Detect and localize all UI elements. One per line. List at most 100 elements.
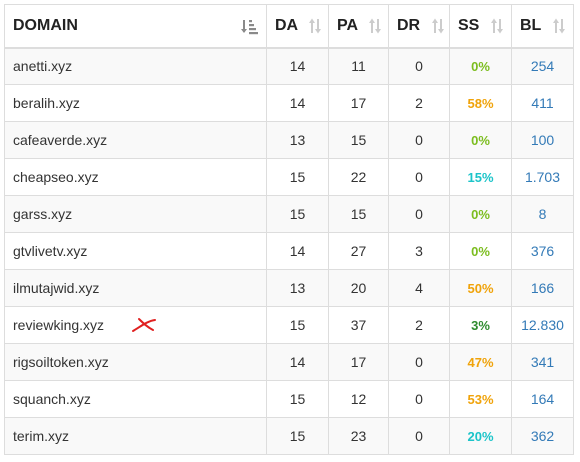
ss-cell: 53%	[449, 380, 512, 418]
ss-cell: 47%	[449, 343, 512, 381]
pa-cell: 12	[328, 380, 389, 418]
ss-cell: 50%	[449, 269, 512, 307]
dr-cell: 0	[388, 47, 450, 85]
backlinks-cell[interactable]: 1.703	[511, 158, 574, 196]
column-header-domain-label: DOMAIN	[13, 16, 78, 34]
dr-cell: 0	[388, 380, 450, 418]
sort-amount-down-icon[interactable]	[240, 18, 258, 36]
table-row[interactable]: squanch.xyz 15 12 0 53% 164	[4, 380, 574, 418]
domain-cell: squanch.xyz	[4, 380, 267, 418]
column-header-dr-label: DR	[397, 16, 421, 34]
backlinks-cell[interactable]: 254	[511, 47, 574, 85]
column-header-bl[interactable]: BL	[511, 4, 574, 49]
column-header-pa[interactable]: PA	[328, 4, 389, 49]
column-header-dr[interactable]: DR	[388, 4, 450, 49]
column-header-da-label: DA	[275, 16, 298, 34]
da-cell: 15	[266, 306, 329, 344]
pa-cell: 23	[328, 417, 389, 455]
backlinks-cell[interactable]: 411	[511, 84, 574, 122]
table-row[interactable]: ilmutajwid.xyz 13 20 4 50% 166	[4, 269, 574, 307]
pa-cell: 22	[328, 158, 389, 196]
ss-cell: 0%	[449, 47, 512, 85]
da-cell: 13	[266, 121, 329, 159]
pa-cell: 37	[328, 306, 389, 344]
column-header-ss[interactable]: SS	[449, 4, 512, 49]
header-row: DOMAIN DA	[4, 4, 574, 49]
table-body: anetti.xyz 14 11 0 0% 254 beralih.xyz 14 17 2 58% 4…	[4, 47, 574, 455]
column-header-ss-label: SS	[458, 16, 480, 34]
ss-cell: 0%	[449, 195, 512, 233]
pa-cell: 17	[328, 84, 389, 122]
pa-cell: 27	[328, 232, 389, 270]
table-row[interactable]: reviewking.xyz 15 37 2 3% 12.830	[4, 306, 574, 344]
red-x-mark	[132, 318, 156, 332]
da-cell: 14	[266, 343, 329, 381]
column-header-da[interactable]: DA	[266, 4, 329, 49]
da-cell: 14	[266, 47, 329, 85]
column-header-pa-label: PA	[337, 16, 358, 34]
column-header-domain[interactable]: DOMAIN	[4, 4, 267, 49]
da-cell: 13	[266, 269, 329, 307]
dr-cell: 0	[388, 343, 450, 381]
pa-cell: 20	[328, 269, 389, 307]
backlinks-cell[interactable]: 100	[511, 121, 574, 159]
backlinks-cell[interactable]: 362	[511, 417, 574, 455]
domain-text: reviewking.xyz	[13, 317, 105, 333]
ss-cell: 0%	[449, 232, 512, 270]
domain-cell: garss.xyz	[4, 195, 267, 233]
sort-arrows-icon[interactable]	[308, 17, 322, 35]
column-header-bl-label: BL	[520, 16, 542, 34]
da-cell: 15	[266, 417, 329, 455]
ss-cell: 15%	[449, 158, 512, 196]
table-row[interactable]: terim.xyz 15 23 0 20% 362	[4, 417, 574, 455]
pa-cell: 17	[328, 343, 389, 381]
ss-cell: 0%	[449, 121, 512, 159]
dr-cell: 0	[388, 121, 450, 159]
domain-cell: gtvlivetv.xyz	[4, 232, 267, 270]
dr-cell: 2	[388, 84, 450, 122]
pa-cell: 15	[328, 195, 389, 233]
backlinks-cell[interactable]: 12.830	[511, 306, 574, 344]
domain-cell: terim.xyz	[4, 417, 267, 455]
backlinks-cell[interactable]: 164	[511, 380, 574, 418]
domain-cell: cheapseo.xyz	[4, 158, 267, 196]
pa-cell: 15	[328, 121, 389, 159]
domain-cell: ilmutajwid.xyz	[4, 269, 267, 307]
sort-arrows-icon[interactable]	[431, 17, 445, 35]
da-cell: 15	[266, 158, 329, 196]
domain-cell: beralih.xyz	[4, 84, 267, 122]
backlinks-cell[interactable]: 376	[511, 232, 574, 270]
table-row[interactable]: beralih.xyz 14 17 2 58% 411	[4, 84, 574, 122]
table-row[interactable]: rigsoiltoken.xyz 14 17 0 47% 341	[4, 343, 574, 381]
backlinks-cell[interactable]: 341	[511, 343, 574, 381]
dr-cell: 4	[388, 269, 450, 307]
da-cell: 15	[266, 380, 329, 418]
dr-cell: 0	[388, 158, 450, 196]
da-cell: 14	[266, 232, 329, 270]
backlinks-cell[interactable]: 166	[511, 269, 574, 307]
domain-cell: cafeaverde.xyz	[4, 121, 267, 159]
table-row[interactable]: gtvlivetv.xyz 14 27 3 0% 376	[4, 232, 574, 270]
sort-arrows-icon[interactable]	[490, 17, 504, 35]
table-row[interactable]: garss.xyz 15 15 0 0% 8	[4, 195, 574, 233]
table-header: DOMAIN DA	[4, 4, 574, 49]
domain-cell: anetti.xyz	[4, 47, 267, 85]
dr-cell: 0	[388, 195, 450, 233]
sort-arrows-icon[interactable]	[368, 17, 382, 35]
dr-cell: 0	[388, 417, 450, 455]
domain-cell: reviewking.xyz	[4, 306, 267, 344]
domains-table: DOMAIN DA	[4, 4, 574, 455]
table-row[interactable]: anetti.xyz 14 11 0 0% 254	[4, 47, 574, 85]
da-cell: 14	[266, 84, 329, 122]
ss-cell: 3%	[449, 306, 512, 344]
da-cell: 15	[266, 195, 329, 233]
domain-cell: rigsoiltoken.xyz	[4, 343, 267, 381]
sort-arrows-icon[interactable]	[552, 17, 566, 35]
ss-cell: 58%	[449, 84, 512, 122]
table-row[interactable]: cheapseo.xyz 15 22 0 15% 1.703	[4, 158, 574, 196]
dr-cell: 2	[388, 306, 450, 344]
backlinks-cell[interactable]: 8	[511, 195, 574, 233]
pa-cell: 11	[328, 47, 389, 85]
ss-cell: 20%	[449, 417, 512, 455]
table-row[interactable]: cafeaverde.xyz 13 15 0 0% 100	[4, 121, 574, 159]
